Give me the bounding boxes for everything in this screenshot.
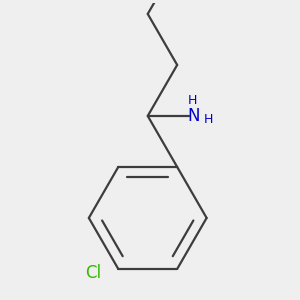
Text: Cl: Cl bbox=[85, 265, 101, 283]
Text: H: H bbox=[188, 94, 197, 106]
Text: N: N bbox=[187, 107, 200, 125]
Text: H: H bbox=[203, 113, 213, 126]
